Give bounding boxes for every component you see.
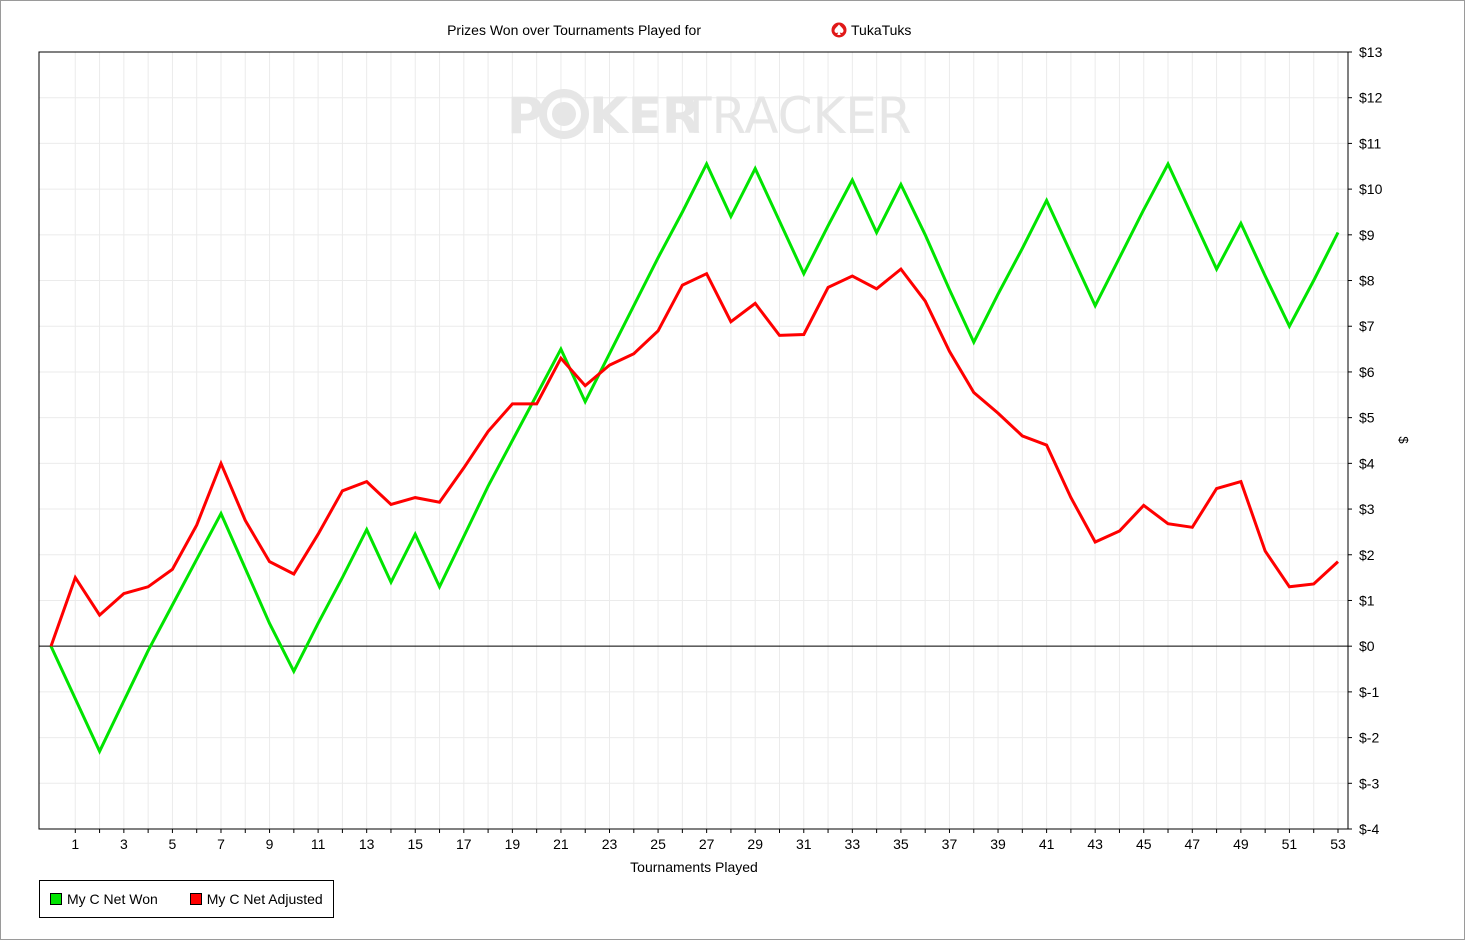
x-tick-label: 23 (602, 836, 618, 852)
x-tick-label: 19 (505, 836, 521, 852)
y-tick-label: $0 (1359, 638, 1375, 654)
series-line-0 (49, 160, 1340, 755)
x-tick-label: 25 (650, 836, 666, 852)
series-line-1 (49, 266, 1340, 647)
x-tick-label: 27 (699, 836, 715, 852)
legend-item-net-won: My C Net Won (50, 891, 158, 907)
plot-area (39, 52, 1348, 829)
legend-swatch-net-adjusted (189, 893, 202, 905)
x-tick-label: 51 (1282, 836, 1298, 852)
series-layer (49, 160, 1340, 755)
chart-title: Prizes Won over Tournaments Played for (447, 22, 701, 38)
y-tick-label: $-1 (1359, 684, 1379, 700)
x-tick-label: 17 (456, 836, 472, 852)
y-tick-label: $4 (1359, 455, 1375, 471)
spade-chip-icon (831, 22, 847, 38)
y-tick-label: $9 (1359, 227, 1375, 243)
x-tick-label: 11 (311, 836, 326, 852)
y-tick-label: $13 (1359, 44, 1383, 60)
x-tick-label: 3 (120, 836, 128, 852)
x-tick-label: 35 (893, 836, 909, 852)
x-tick-label: 7 (217, 836, 225, 852)
player-name: TukaTuks (851, 22, 911, 38)
y-tick-label: $5 (1359, 410, 1375, 426)
grid-layer (39, 51, 1348, 830)
legend-label-net-adjusted: My C Net Adjusted (206, 891, 323, 907)
plot-border (38, 51, 1349, 830)
y-tick-label: $2 (1359, 547, 1375, 563)
y-tick-label: $8 (1359, 273, 1375, 289)
y-tick-label: $-3 (1359, 775, 1379, 791)
legend-item-net-adjusted: My C Net Adjusted (189, 891, 323, 907)
y-tick-label: $1 (1359, 592, 1375, 608)
x-tick-label: 45 (1136, 836, 1152, 852)
x-axis: 1 3 5 7 9 11 13 15 17 19 21 23 25 27 29 31 33 35 37 39 41 43 4… (71, 829, 1346, 852)
watermark-ker: KER (589, 87, 700, 145)
x-tick-label: 5 (169, 836, 177, 852)
x-tick-label: 49 (1233, 836, 1249, 852)
legend-swatch-net-won (50, 893, 62, 905)
x-tick-label: 41 (1039, 836, 1055, 852)
x-tick-label: 37 (942, 836, 958, 852)
x-tick-label: 29 (747, 836, 763, 852)
x-tick-label: 39 (990, 836, 1006, 852)
x-tick-label: 9 (266, 836, 274, 852)
legend: My C Net Won My C Net Adjusted (39, 880, 334, 918)
y-axis: $-4 $-3 $-2 $-1 $0 $1 $2 $3 $4 $5 $6 $7 $8 $9 $10 $11 $1… (1348, 44, 1383, 837)
y-axis-label: $ (1396, 436, 1411, 444)
x-tick-label: 33 (845, 836, 861, 852)
chip-icon (539, 89, 589, 139)
y-tick-label: $10 (1359, 181, 1383, 197)
x-tick-label: 21 (553, 836, 569, 852)
x-tick-label: 43 (1087, 836, 1103, 852)
x-tick-label: 1 (71, 836, 79, 852)
y-tick-label: $-2 (1359, 730, 1379, 746)
x-tick-label: 31 (796, 836, 812, 852)
x-tick-label: 15 (407, 836, 423, 852)
y-tick-label: $3 (1359, 501, 1375, 517)
watermark: P KER TRACKER (507, 87, 912, 145)
x-tick-label: 47 (1185, 836, 1201, 852)
x-axis-label: Tournaments Played (630, 859, 758, 875)
y-tick-label: $12 (1359, 90, 1383, 106)
y-tick-label: $11 (1359, 135, 1382, 151)
legend-label-net-won: My C Net Won (67, 891, 158, 907)
y-tick-label: $6 (1359, 364, 1375, 380)
watermark-p: P (507, 87, 544, 145)
y-tick-label: $-4 (1359, 821, 1379, 837)
watermark-tracker: TRACKER (680, 87, 912, 145)
x-tick-label: 53 (1330, 836, 1346, 852)
x-tick-label: 13 (359, 836, 375, 852)
y-tick-label: $7 (1359, 318, 1375, 334)
